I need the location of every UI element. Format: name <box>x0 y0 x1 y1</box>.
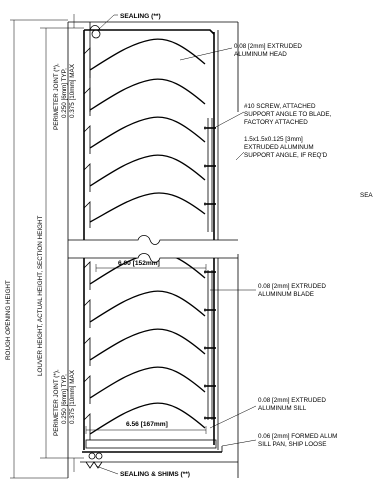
label-perimeter-bottom-line1: PERIMETER JOINT (*), <box>53 369 60 436</box>
label-angle-line1: 1.5x1.5x0.125 [3mm] <box>244 136 303 143</box>
label-sill-line1: 0.08 [2mm] EXTRUDED <box>258 397 326 404</box>
louver-blade <box>89 192 206 223</box>
dimension-lines <box>10 14 207 479</box>
label-sea-cut: SEA <box>360 192 373 199</box>
screw-icon <box>204 164 216 168</box>
louver-blade <box>89 328 206 361</box>
louver-blades-upper <box>83 38 206 228</box>
sill-pan <box>82 439 223 453</box>
louver-blade <box>89 366 206 399</box>
louver-blade <box>89 116 206 149</box>
label-head-line2: ALUMINUM HEAD <box>234 51 287 58</box>
label-louver-height: LOUVER HEIGHT, ACTUAL HEIGHT, SECTION HE… <box>37 215 44 376</box>
label-perimeter-top-line1: PERIMETER JOINT (*), <box>53 63 60 130</box>
sealing-beads <box>85 29 103 469</box>
label-sillpan-line1: 0.06 [2mm] FORMED ALUM <box>258 433 337 440</box>
louver-blades-lower <box>83 252 206 440</box>
label-screw-line3: FACTORY ATTACHED <box>244 119 308 126</box>
sealant-bead-icon <box>91 29 101 39</box>
label-sillpan-line2: SILL PAN, SHIP LOOSE <box>258 441 326 448</box>
label-sealing-bottom: SEALING & SHIMS (**) <box>120 471 190 478</box>
label-head-line1: 0.08 [2mm] EXTRUDED <box>234 43 302 50</box>
sealant-bead-icon <box>88 452 96 460</box>
label-perimeter-bottom-line3: 0.375 [10mm] MAX <box>69 369 76 424</box>
screw-icon <box>204 416 216 420</box>
label-perimeter-bottom-line2: 0.250 [6mm] TYP, <box>61 374 68 424</box>
louver-blade <box>89 78 206 111</box>
label-screw-line1: #10 SCREW, ATTACHED <box>244 103 316 110</box>
screw-icon <box>204 384 216 388</box>
label-perimeter-top-line3: 0.375 [10mm] MAX <box>69 63 76 118</box>
label-screw-line2: SUPPORT ANGLE TO BLADE, <box>244 111 332 118</box>
label-rough-opening-height: ROUGH OPENING HEIGHT <box>5 280 12 360</box>
support-angle <box>207 118 213 420</box>
label-perimeter-top-line2: 0.250 [6mm] TYP, <box>61 68 68 118</box>
label-angle-line3: SUPPORT ANGLE, IF REQ'D <box>244 152 328 159</box>
sealant-bead-icon <box>95 452 103 460</box>
label-sill-line2: ALUMINUM SILL <box>258 405 307 412</box>
screw-icon <box>204 346 216 350</box>
break-line <box>68 235 238 263</box>
label-angle-line2: EXTRUDED ALUMINUM <box>244 144 314 151</box>
louver-blade <box>89 154 206 187</box>
screw-icon <box>204 308 216 312</box>
louver-head <box>89 38 206 71</box>
dimension-6-56: 6.56 [167mm] <box>126 421 168 428</box>
dimension-6-00: 6.00 [152mm] <box>118 260 160 267</box>
louver-sill <box>89 402 206 435</box>
label-blade-line1: 0.08 [2mm] EXTRUDED <box>258 283 326 290</box>
leader-lines <box>95 14 257 475</box>
louver-blade <box>89 290 206 323</box>
label-blade-line2: ALUMINUM BLADE <box>258 291 314 298</box>
label-sealing-top: SEALING (**) <box>120 13 161 20</box>
screw-icon <box>204 126 216 130</box>
screw-icon <box>204 202 216 206</box>
screw-attachments <box>204 126 216 420</box>
